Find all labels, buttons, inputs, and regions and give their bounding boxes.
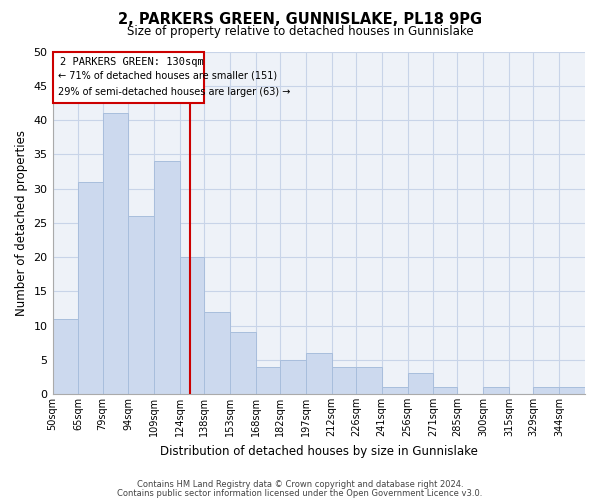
Text: Size of property relative to detached houses in Gunnislake: Size of property relative to detached ho… bbox=[127, 25, 473, 38]
Bar bbox=[204, 312, 230, 394]
Bar bbox=[256, 366, 280, 394]
Bar bbox=[103, 113, 128, 394]
FancyBboxPatch shape bbox=[53, 52, 204, 103]
Bar bbox=[53, 318, 79, 394]
Text: Contains HM Land Registry data © Crown copyright and database right 2024.: Contains HM Land Registry data © Crown c… bbox=[137, 480, 463, 489]
Text: 29% of semi-detached houses are larger (63) →: 29% of semi-detached houses are larger (… bbox=[58, 87, 290, 97]
Y-axis label: Number of detached properties: Number of detached properties bbox=[15, 130, 28, 316]
Bar bbox=[306, 353, 332, 394]
Bar bbox=[280, 360, 306, 394]
Text: Contains public sector information licensed under the Open Government Licence v3: Contains public sector information licen… bbox=[118, 488, 482, 498]
X-axis label: Distribution of detached houses by size in Gunnislake: Distribution of detached houses by size … bbox=[160, 444, 478, 458]
Bar bbox=[533, 387, 559, 394]
Bar bbox=[332, 366, 356, 394]
Bar bbox=[484, 387, 509, 394]
Bar bbox=[559, 387, 585, 394]
Bar bbox=[79, 182, 103, 394]
Text: 2 PARKERS GREEN: 130sqm: 2 PARKERS GREEN: 130sqm bbox=[60, 57, 203, 67]
Bar bbox=[230, 332, 256, 394]
Bar bbox=[154, 161, 180, 394]
Text: 2, PARKERS GREEN, GUNNISLAKE, PL18 9PG: 2, PARKERS GREEN, GUNNISLAKE, PL18 9PG bbox=[118, 12, 482, 28]
Bar bbox=[180, 257, 204, 394]
Bar bbox=[407, 374, 433, 394]
Bar bbox=[382, 387, 407, 394]
Text: ← 71% of detached houses are smaller (151): ← 71% of detached houses are smaller (15… bbox=[58, 70, 277, 81]
Bar bbox=[128, 216, 154, 394]
Bar bbox=[356, 366, 382, 394]
Bar bbox=[433, 387, 457, 394]
